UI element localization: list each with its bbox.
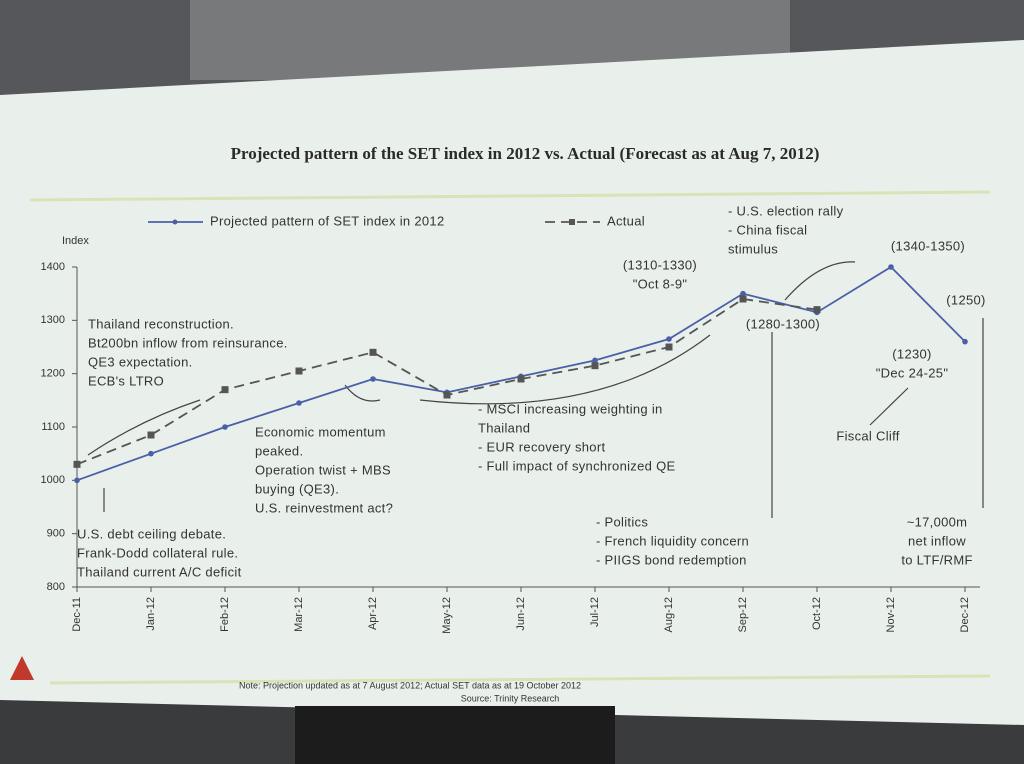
x-tick-label: Mar-12 [293,597,305,632]
x-tick-label: Jul-12 [589,597,601,627]
x-tick-label: Feb-12 [219,597,231,632]
x-tick-label: Jan-12 [145,597,157,631]
y-tick-label: 1200 [41,368,65,380]
note: Note: Projection updated as at 7 August … [239,680,581,690]
point [443,391,451,399]
slide [0,40,1024,725]
point [147,431,155,439]
point [740,290,746,297]
point [888,264,894,270]
legend-marker [172,219,178,225]
point [296,400,302,406]
stand [295,706,615,764]
annotation: (1230) [892,346,931,361]
callouts [87,261,984,518]
point [295,367,303,375]
annotation: buying (QE3). [255,481,339,496]
annotation: Frank-Dodd collateral rule. [77,545,238,560]
annotation: Thailand current A/C deficit [77,564,242,579]
annotation: stimulus [728,241,778,256]
chart-title: Projected pattern of the SET index in 20… [231,144,820,163]
annotation: net inflow [908,533,966,548]
x-tick-label: Apr-12 [367,597,379,630]
annotation: Economic momentum [255,424,386,439]
annotation: - U.S. election rally [728,203,844,218]
point [73,460,81,468]
y-tick-label: 1400 [41,261,65,273]
annotation: "Oct 8-9" [633,276,688,291]
point [665,343,673,351]
annotation: Fiscal Cliff [836,428,899,443]
annotation: - French liquidity concern [596,533,749,548]
annotation: to LTF/RMF [901,552,972,567]
point [962,338,968,345]
point [221,386,229,394]
point [369,348,377,356]
y-tick-label: 800 [47,581,65,593]
point [739,295,747,303]
annotation: Operation twist + MBS [255,462,391,477]
annotation: Bt200bn inflow from reinsurance. [88,335,288,350]
x-tick-label: Jun-12 [515,597,527,631]
annotation: "Dec 24-25" [876,365,949,380]
footer-rule [49,674,991,685]
point [666,336,672,342]
logo [10,656,34,680]
point [591,362,599,370]
x-tick-label: Dec-11 [71,597,83,632]
x-tick-label: Sep-12 [737,597,749,632]
annotation: QE3 expectation. [88,354,193,369]
point [813,306,821,314]
x-tick-label: Nov-12 [885,597,897,632]
annotation: - China fiscal [728,222,807,237]
annotation: (1280-1300) [746,316,820,331]
point [592,357,598,364]
y-tick-label: 1300 [41,314,65,326]
annotation: Thailand [478,420,530,435]
x-tick-label: Dec-12 [959,597,971,632]
annotation: (1340-1350) [891,238,965,253]
annotation: - Full impact of synchronized QE [478,458,675,473]
y-tick-label: 1100 [41,421,65,433]
annotation: (1250) [946,292,985,307]
y-tick-label: 1000 [41,474,65,486]
y-axis-label: Index [62,235,89,247]
legend-label: Actual [607,213,645,228]
annotation: peaked. [255,443,303,458]
point [222,424,228,430]
annotation: ECB's LTRO [88,373,164,388]
y-tick-label: 900 [47,528,65,540]
x-tick-label: Aug-12 [663,597,675,632]
x-tick-label: May-12 [441,597,453,634]
point [74,477,80,484]
point [370,376,376,382]
title-rule [29,190,991,202]
legend-label: Projected pattern of SET index in 2012 [210,213,444,228]
point [148,450,154,457]
annotation: U.S. debt ceiling debate. [77,526,226,541]
annotation: - PIIGS bond redemption [596,552,747,567]
legend-marker [569,219,575,225]
annotation: - MSCI increasing weighting in [478,401,663,416]
annotation: Thailand reconstruction. [88,316,234,331]
annotation: ~17,000m [907,514,968,529]
annotation: U.S. reinvestment act? [255,500,393,515]
point [517,375,525,383]
annotation: (1310-1330) [623,257,697,272]
x-tick-label: Oct-12 [811,597,823,630]
source: Source: Trinity Research [461,693,560,703]
annotation: - EUR recovery short [478,439,605,454]
annotation: - Politics [596,514,648,529]
